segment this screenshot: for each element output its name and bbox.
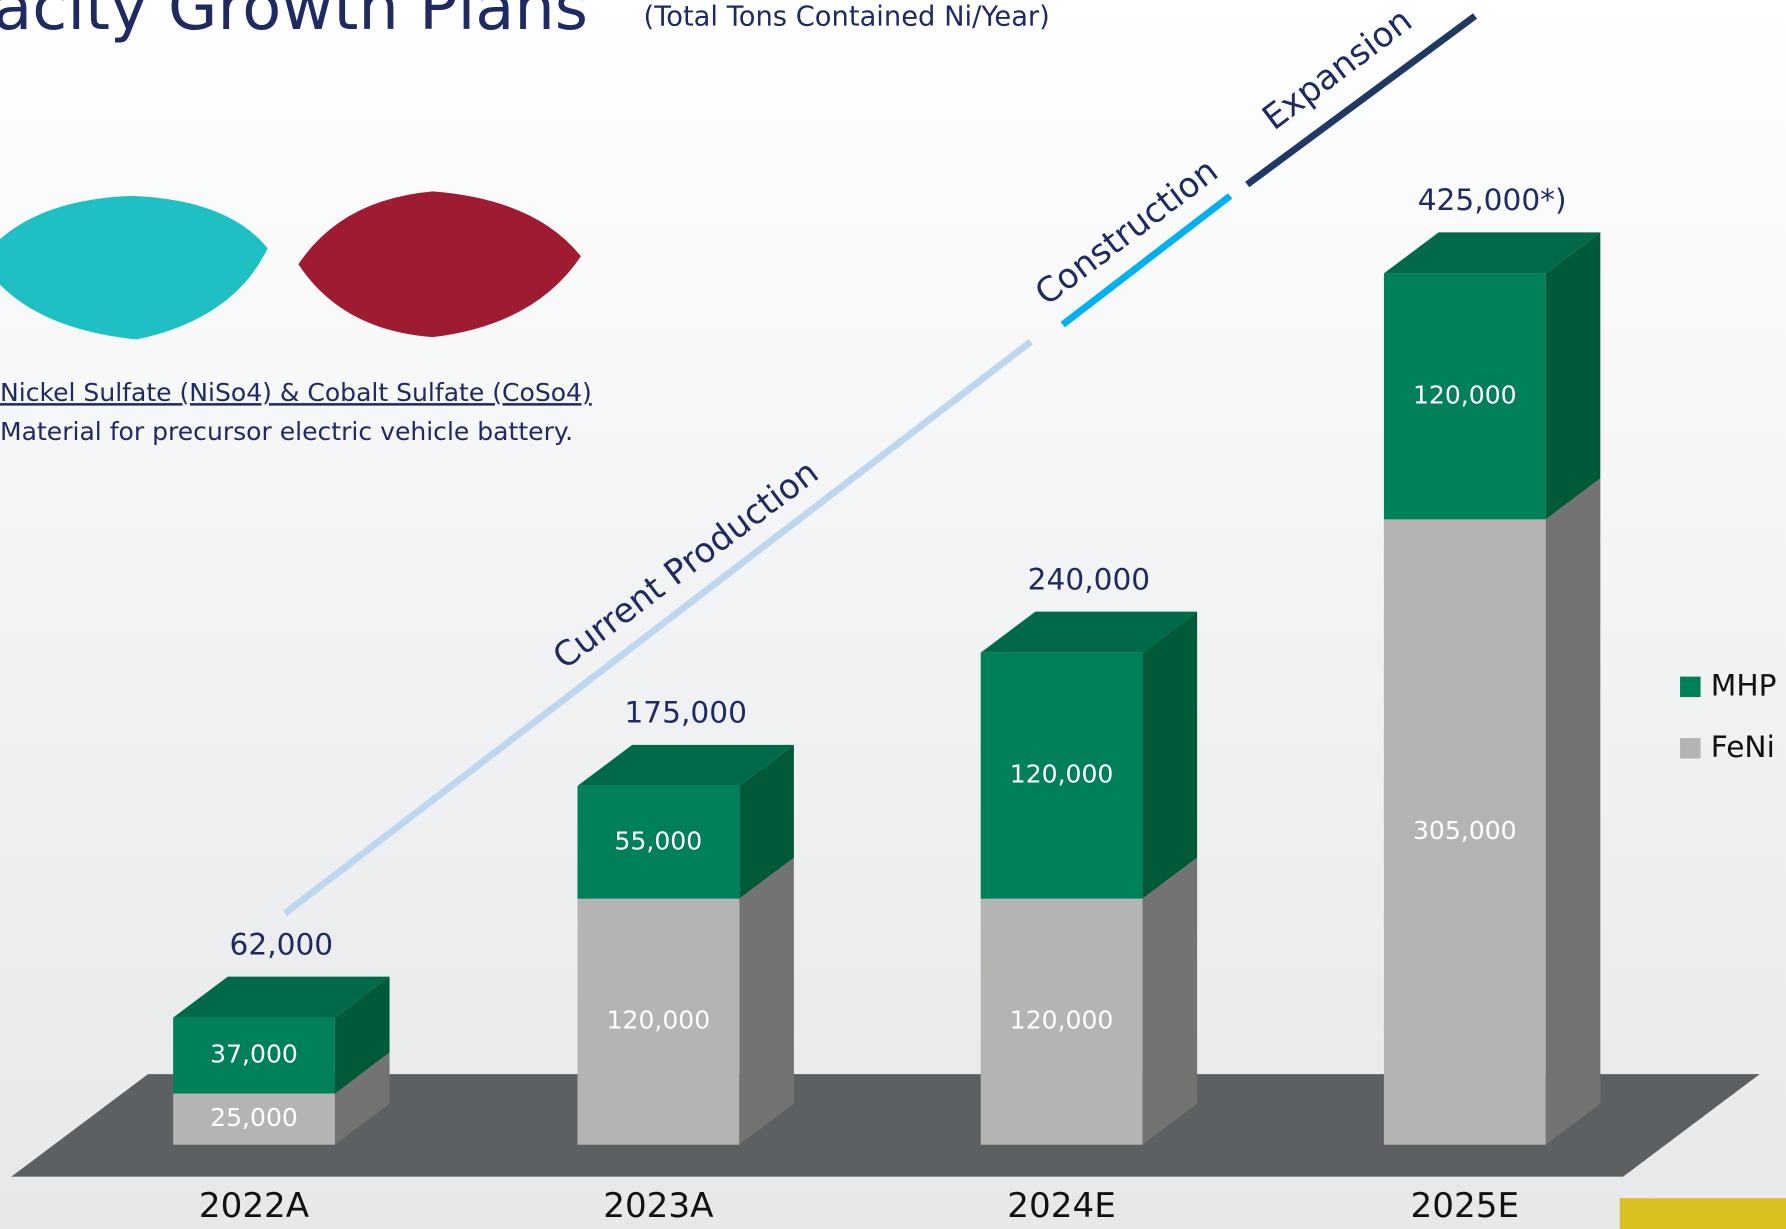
x-tick-label: 2024E: [1007, 1186, 1116, 1226]
bar-segment: [980, 652, 1143, 899]
bar-top: [1383, 232, 1601, 274]
bar-segment: [980, 898, 1143, 1145]
segment-label: 37,000: [210, 1040, 298, 1069]
legend-swatch: [1680, 676, 1701, 698]
bar-segment: [173, 1017, 335, 1094]
floor: [11, 1074, 1760, 1177]
bar-segment: [1383, 519, 1546, 1145]
bar-top: [577, 744, 794, 786]
cobalt-sulfate-image: [298, 191, 581, 338]
bar-segment: [577, 785, 740, 899]
trend-line: [1245, 13, 1478, 188]
chart-subtitle: (Total Tons Contained Ni/Year): [644, 2, 1050, 33]
product-title: Nickel Sulfate (NiSo4) & Cobalt Sulfate …: [0, 378, 592, 407]
bar-segment: [173, 1093, 335, 1145]
x-tick-label: 2025E: [1411, 1186, 1520, 1226]
segment-label: 55,000: [615, 826, 703, 855]
segment-label: 25,000: [210, 1103, 298, 1132]
bar-side: [1545, 478, 1601, 1145]
bar-side: [739, 744, 794, 899]
segment-label: 120,000: [607, 1006, 711, 1035]
trend-line: [1060, 193, 1233, 328]
bar-side: [334, 1052, 390, 1145]
bar-top: [980, 611, 1198, 653]
corner-accent: [1619, 1198, 1786, 1229]
bar-segment: [1383, 273, 1546, 520]
x-tick-label: 2022A: [199, 1186, 310, 1226]
total-label: 240,000: [1028, 562, 1150, 596]
segment-label: 120,000: [1413, 380, 1517, 409]
segment-label: 120,000: [1010, 760, 1114, 789]
segment-label: 120,000: [1010, 1006, 1114, 1035]
segment-label: 305,000: [1413, 816, 1517, 845]
x-tick-label: 2023A: [603, 1186, 714, 1226]
bar-side: [334, 976, 390, 1094]
total-label: 175,000: [624, 696, 746, 730]
bar-segment: [577, 898, 740, 1145]
nickel-sulfate-image: [0, 195, 268, 340]
bar-side: [1545, 232, 1601, 520]
bar-side: [1142, 857, 1198, 1145]
bar-top: [173, 976, 390, 1018]
total-label: 62,000: [230, 927, 334, 961]
legend-label: FeNi: [1711, 730, 1775, 764]
product-note: Material for precursor electric vehicle …: [0, 417, 573, 446]
legend-label: MHP: [1711, 668, 1777, 702]
total-label: 425,000*): [1418, 183, 1567, 217]
legend-swatch: [1680, 738, 1701, 759]
trend-line: [282, 338, 1033, 917]
chart-title: acity Growth Plans: [0, 0, 588, 45]
bar-side: [1142, 611, 1198, 899]
bar-side: [739, 857, 794, 1145]
